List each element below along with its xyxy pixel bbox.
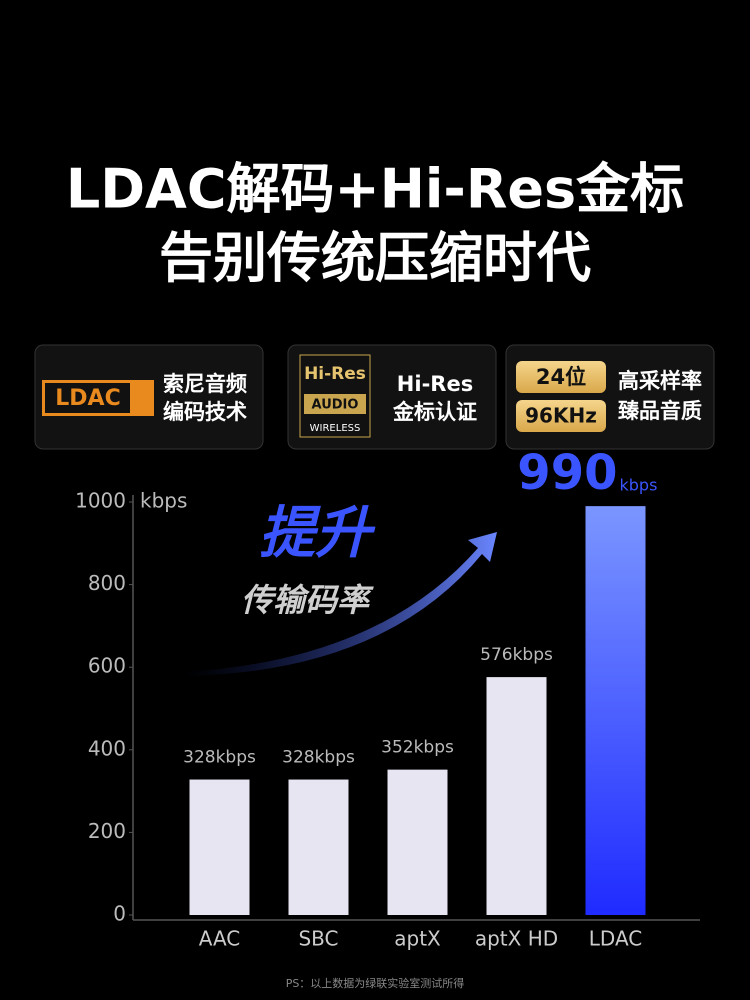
badge-logo-text: LDAC (55, 386, 120, 411)
y-tick-label: 0 (113, 902, 126, 926)
value-label: 328kbps (183, 748, 256, 768)
hires-logo-band (304, 394, 366, 414)
value-label-unit: kbps (620, 476, 658, 495)
x-tick-label: aptX HD (475, 927, 558, 951)
badge-text: 臻品音质 (618, 399, 702, 423)
y-tick-label: 200 (88, 819, 126, 843)
footnote: PS：以上数据为绿联实验室测试所得 (286, 976, 465, 990)
x-tick-label: SBC (298, 927, 338, 951)
y-unit: kbps (140, 489, 187, 513)
y-tick-label: 400 (88, 736, 126, 760)
bar (585, 506, 646, 915)
y-tick-label: 600 (88, 654, 126, 678)
ldac-logo-inner (45, 383, 130, 413)
y-tick-label: 800 (88, 571, 126, 595)
badge-text: 编码技术 (163, 400, 247, 424)
value-label: 576kbps (480, 645, 553, 665)
bar (288, 779, 349, 915)
value-label: 328kbps (282, 748, 355, 768)
annotation-main: 提升 (259, 501, 376, 566)
rise-arrow (185, 532, 497, 676)
x-tick-label: AAC (199, 927, 241, 951)
gold-tag (516, 361, 606, 393)
badge-logo-text: AUDIO (312, 398, 359, 413)
badge-text: 索尼音频 (163, 372, 247, 396)
annotation-sub: 传输码率 (241, 581, 374, 619)
badge-text: Hi-Res (397, 372, 473, 396)
title-line: LDAC解码+Hi-Res金标 (66, 158, 684, 221)
x-tick-label: aptX (394, 927, 441, 951)
value-label: 352kbps (381, 738, 454, 758)
value-label: 990 (517, 445, 617, 501)
title-line: 告别传统压缩时代 (159, 227, 591, 290)
x-tick-label: LDAC (589, 927, 643, 951)
bar (189, 779, 250, 915)
badge-text: 金标认证 (392, 400, 477, 424)
badge-logo-text: Hi-Res (304, 364, 366, 384)
badge-text: 高采样率 (618, 369, 702, 393)
bar (486, 677, 547, 915)
gold-tag (516, 400, 606, 432)
bar (387, 769, 448, 915)
y-tick-label: 1000 (75, 489, 126, 513)
badge-logo-text: WIRELESS (310, 423, 361, 434)
badge-logo-text: 96KHz (525, 404, 597, 428)
badge-logo-text: 24位 (536, 365, 586, 389)
badge-box (505, 344, 715, 450)
